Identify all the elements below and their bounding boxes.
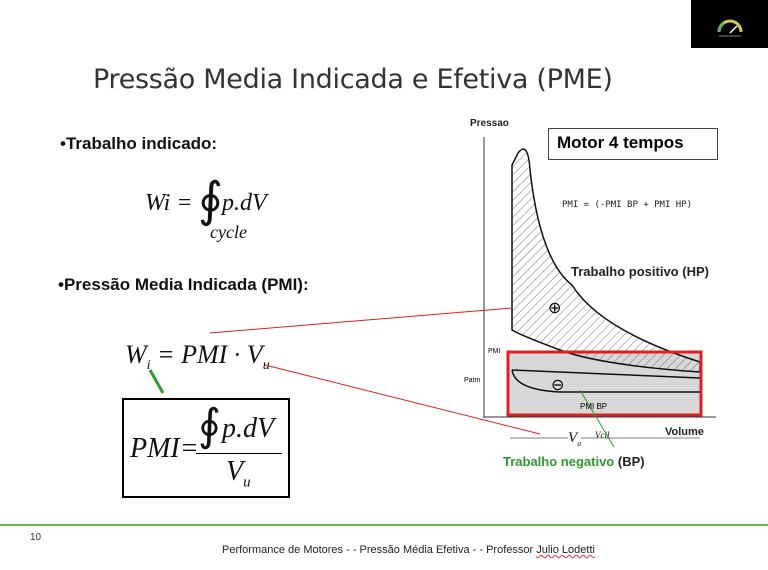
pmi-bp-label: PMI BP [580, 402, 608, 411]
minus-icon: ⊖ [551, 377, 565, 394]
integral-icon: ∮ [198, 174, 224, 227]
speedometer-logo-icon [717, 19, 743, 37]
footer-author: Julio Lodetti [536, 544, 595, 556]
footer-text: Performance de Motores - - Pressão Média… [222, 544, 537, 556]
patm-tick: Patm [464, 377, 481, 384]
page-number: 10 [30, 532, 42, 543]
negative-work-label: Trabalho negativo (BP) [503, 454, 645, 469]
slide-title: Pressão Media Indicada e Efetiva (PME) [93, 64, 613, 95]
footer-divider [0, 524, 768, 526]
formula-pmi-numerator: p.dV [222, 413, 275, 444]
denominator-v: V [226, 456, 244, 487]
integral-icon: ∮ [198, 401, 221, 450]
green-arrow-formula [148, 369, 165, 394]
x-axis-label: Volume [665, 426, 704, 438]
pmi-formula-note: PMI = (-PMI BP + PMI HP) [562, 200, 693, 210]
pmi-highlight-rect [506, 350, 703, 417]
pumping-loop [511, 369, 701, 393]
logo [691, 0, 768, 48]
formula-pmi-lhs: PMI= [130, 433, 199, 464]
formula-wi-lhs: Wi = [145, 190, 193, 216]
formula-w: W [125, 340, 147, 369]
red-arrow-1 [209, 307, 513, 334]
pmi-formula-box [122, 398, 290, 498]
y-axis-label: Pressao [470, 118, 509, 129]
positive-work-label: Trabalho positivo (HP) [571, 264, 709, 279]
formula-pmi-denominator: Vu [226, 456, 251, 492]
formula-w-sub: i [146, 358, 151, 374]
pmi-tick: PMI [488, 348, 501, 355]
formula-pmi-vu: = PMI · V [157, 340, 263, 369]
formula-wi-rhs: p.dV [222, 190, 267, 216]
motor-box-title: Motor 4 tempos [548, 128, 718, 160]
formula-wi-subscript: cycle [210, 222, 247, 242]
denominator-sub: u [243, 474, 251, 491]
footer: Performance de Motores - - Pressão Média… [222, 544, 595, 556]
red-arrow-2 [264, 364, 541, 435]
plus-icon: ⊕ [548, 300, 562, 317]
bullet-pmi: •Pressão Media Indicada (PMI): [58, 275, 309, 294]
positive-work-area [511, 148, 701, 373]
vcil-label: Vcil [595, 430, 610, 440]
formula-wi2: Wi = PMI · Vu [125, 340, 270, 374]
green-arrow [579, 389, 615, 448]
fraction-bar [196, 453, 282, 454]
vu-label: Vu [568, 430, 582, 448]
bullet-trabalho-indicado: •Trabalho indicado: [60, 134, 218, 153]
